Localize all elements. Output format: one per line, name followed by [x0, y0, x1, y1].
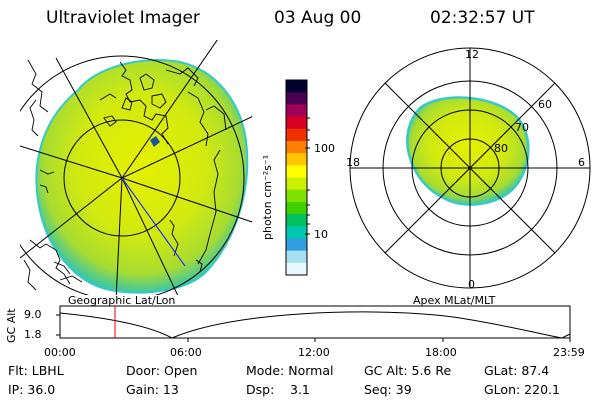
altitude-xtick-0600: 06:00 — [170, 346, 202, 359]
mlt-label-6: 6 — [578, 156, 585, 169]
altitude-ytick-9: 9.0 — [24, 308, 42, 321]
colorbar-segment — [286, 250, 307, 264]
colorbar-segment — [286, 214, 307, 227]
colorbar-segment — [286, 238, 307, 252]
latitude-circles — [20, 55, 245, 295]
colorbar-frame — [285, 79, 308, 276]
colorbar-segment — [286, 92, 307, 105]
colorbar-ticks — [305, 117, 310, 235]
colorbar-segment — [286, 104, 307, 118]
dsp-status-value: 3.1 — [290, 382, 310, 397]
colorbar-segment — [286, 165, 307, 178]
altitude-panel — [56, 305, 571, 342]
auroral-oval — [406, 96, 530, 206]
seq-status: Seq: 39 — [364, 382, 412, 397]
dsp-status-label: Dsp: — [246, 382, 275, 397]
ip-status: IP: 36.0 — [8, 382, 56, 397]
colorbar-tick-10: 10 — [314, 228, 328, 241]
colorbar-segment — [286, 201, 307, 215]
glat-status: GLat: 87.4 — [484, 363, 550, 378]
coastlines — [23, 59, 227, 291]
colorbar-segment — [286, 116, 307, 130]
time-label: 02:32:57 UT — [430, 8, 535, 28]
altitude-xtick-1200: 12:00 — [298, 346, 330, 359]
colorbar — [285, 79, 308, 276]
altitude-ylabel: GC Alt — [5, 308, 18, 343]
colorbar-segment — [286, 189, 307, 203]
colorbar-unit-label: photon cm⁻²s⁻¹ — [261, 154, 274, 240]
altitude-ytick-1.8: 1.8 — [24, 328, 42, 341]
glon-status: GLon: 220.1 — [484, 382, 560, 397]
mlt-label-12: 12 — [465, 48, 479, 61]
geographic-map — [20, 40, 252, 295]
colorbar-segment — [286, 262, 307, 276]
colorbar-segment — [286, 80, 307, 93]
mlat-label-80: 80 — [494, 142, 508, 155]
colorbar-segment — [286, 128, 307, 142]
mlt-label-0: 0 — [468, 278, 475, 291]
instrument-title: Ultraviolet Imager — [46, 8, 200, 28]
colorbar-segment — [286, 153, 307, 166]
colorbar-segment — [286, 140, 307, 154]
colorbar-tick-100: 100 — [314, 142, 335, 155]
mlat-label-60: 60 — [538, 98, 552, 111]
colorbar-segment — [286, 226, 307, 239]
colorbar-segment — [286, 177, 307, 191]
gc-alt-status: GC Alt: 5.6 Re — [364, 363, 452, 378]
altitude-xtick-2359: 23:59 — [553, 346, 585, 359]
filter-status: Flt: LBHL — [8, 363, 64, 378]
altitude-curve — [59, 311, 571, 339]
polar-plot — [349, 47, 591, 289]
gain-status: Gain: 13 — [126, 382, 179, 397]
geographic-caption: Geographic Lat/Lon — [68, 294, 176, 307]
meridians — [20, 40, 252, 295]
altitude-xtick-0000: 00:00 — [44, 346, 76, 359]
door-status: Door: Open — [126, 363, 198, 378]
auroral-image — [35, 59, 249, 294]
mode-status: Mode: Normal — [246, 363, 334, 378]
altitude-xtick-1800: 18:00 — [425, 346, 457, 359]
apex-caption: Apex MLat/MLT — [413, 294, 496, 307]
date-label: 03 Aug 00 — [274, 8, 362, 28]
mlt-label-18: 18 — [346, 156, 360, 169]
mlat-label-70: 70 — [515, 121, 529, 134]
